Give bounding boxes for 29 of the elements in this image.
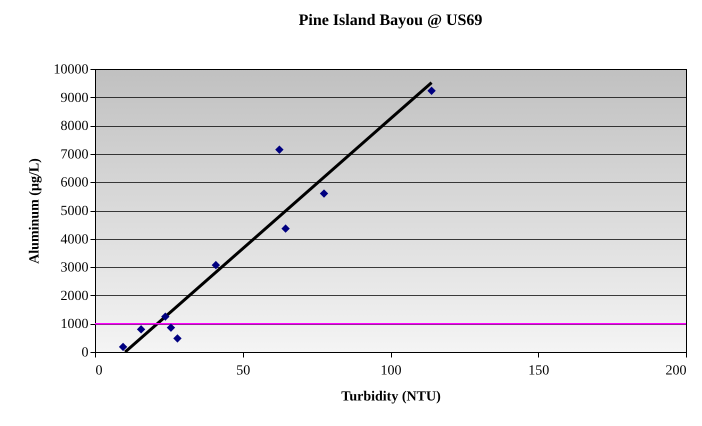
y-tick-label: 4000 [60, 232, 88, 248]
point [173, 334, 182, 343]
point [320, 189, 328, 198]
point [275, 145, 284, 154]
y-tick-label: 0 [82, 346, 88, 360]
y-tick-label: 2000 [60, 288, 88, 304]
x-tick-label: 0 [96, 364, 102, 378]
y-tick-label: 6000 [60, 176, 88, 191]
y-tick-label: 5000 [60, 204, 88, 219]
x-tick-label: 100 [380, 364, 402, 378]
point [118, 342, 128, 352]
point [136, 325, 146, 334]
point [427, 86, 436, 95]
chart-title: Pine Island Bayou @ US69 [298, 12, 482, 29]
point [212, 260, 220, 270]
point [281, 224, 290, 233]
x-axis-title: Turbidity (NTU) [341, 390, 442, 404]
y-tick-label: 10000 [54, 62, 88, 78]
y-axis-title: Aluminum (µg/L) [28, 158, 42, 264]
y-tick-label: 1000 [60, 317, 88, 332]
x-tick-label: 200 [666, 364, 686, 378]
x-tick-label: 50 [236, 364, 250, 378]
y-tick-label: 8000 [60, 119, 88, 134]
point [161, 312, 170, 321]
y-tick-label: 9000 [60, 90, 88, 106]
point [166, 323, 176, 332]
y-tick-label: 3000 [60, 260, 88, 276]
x-tick-label: 150 [528, 364, 550, 378]
y-tick-label: 7000 [60, 147, 88, 162]
